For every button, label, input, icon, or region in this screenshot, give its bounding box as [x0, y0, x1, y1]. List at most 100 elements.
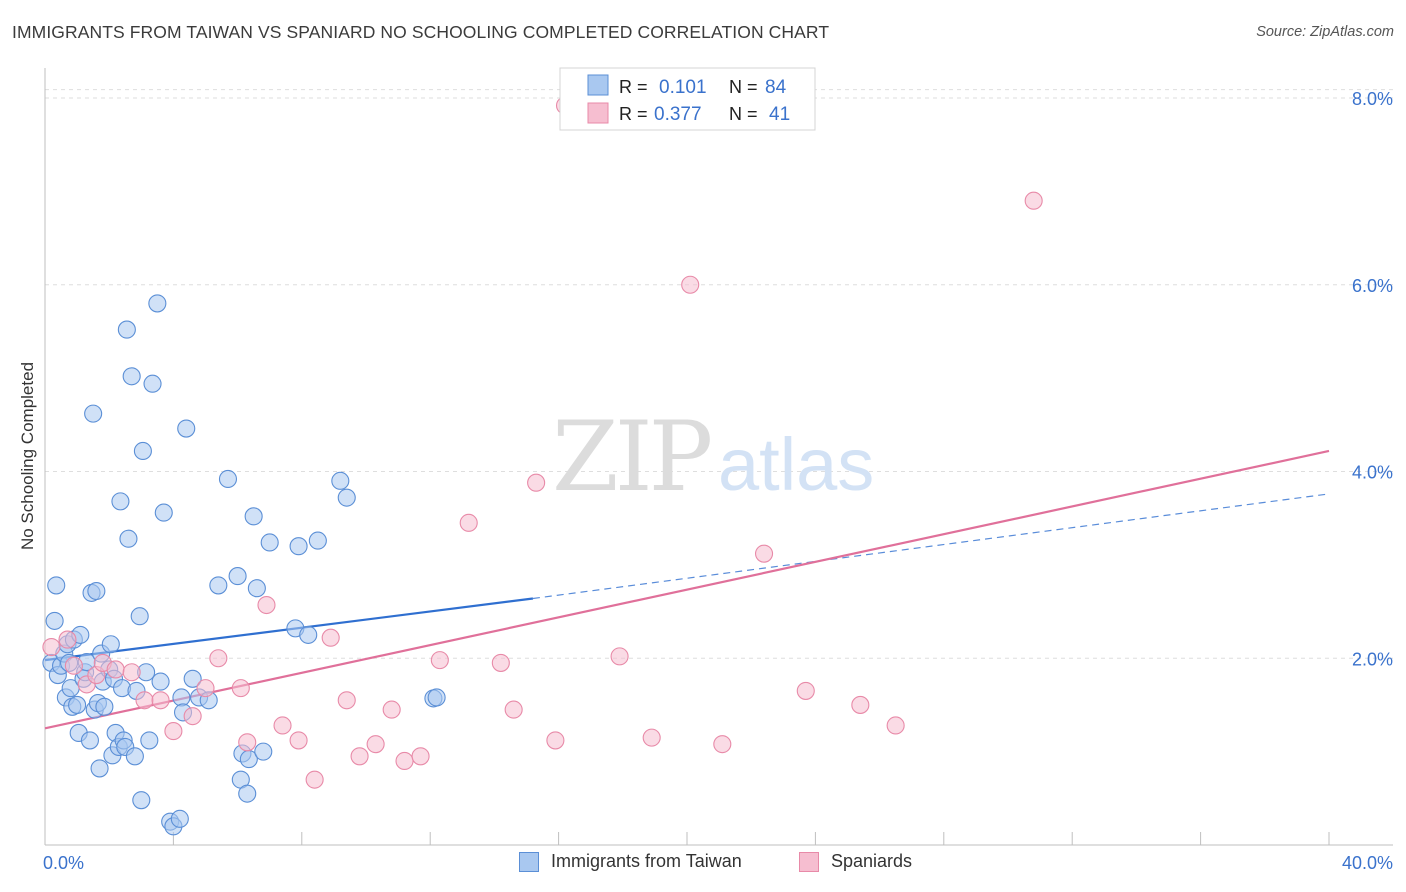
x-tick-marks [172, 832, 1330, 845]
legend-label-spaniards: Spaniards [831, 851, 913, 871]
spaniard-point [796, 681, 815, 700]
spaniard-point [209, 649, 228, 668]
legend-swatch-spaniard-bottom [799, 851, 819, 872]
spaniard-point [366, 735, 385, 754]
bottom-legend: Immigrants from Taiwan Spaniards [0, 851, 1406, 877]
taiwan-point [238, 784, 257, 803]
taiwan-point [183, 669, 202, 688]
spaniard-point [196, 679, 215, 698]
taiwan-point [299, 625, 318, 644]
taiwan-point [308, 531, 327, 550]
spaniard-point [504, 700, 523, 719]
trend-line-taiwan-dashed [532, 493, 1330, 600]
taiwan-point [130, 607, 149, 626]
taiwan-point [177, 419, 196, 438]
spaniard-point [164, 722, 183, 741]
spaniard-point [546, 731, 565, 750]
spaniard-point [135, 691, 154, 710]
taiwan-point [140, 731, 159, 750]
correlation-legend: R = 0.101 N = 84 R = 0.377 N = 41 [559, 67, 816, 131]
spaniard-point [321, 628, 340, 647]
taiwan-point [209, 576, 228, 595]
legend-r-label-spaniard: R = [619, 104, 648, 124]
spaniard-point [754, 544, 774, 563]
taiwan-point [111, 492, 130, 511]
legend-item-spaniards[interactable]: Spaniards [799, 851, 912, 872]
series-taiwan-points [42, 294, 446, 836]
spaniard-point [337, 691, 356, 710]
spaniard-point [491, 653, 510, 672]
taiwan-point [331, 471, 350, 490]
x-tick-label-min: 0.0% [43, 853, 84, 873]
taiwan-point [151, 672, 170, 691]
spaniard-point [122, 663, 141, 682]
spaniard-point [350, 747, 369, 766]
spaniard-point [459, 513, 478, 532]
taiwan-point [427, 688, 446, 707]
legend-swatch-spaniard [587, 102, 609, 124]
taiwan-point [101, 635, 120, 654]
legend-swatch-taiwan-bottom [519, 851, 539, 872]
taiwan-point [254, 742, 273, 761]
taiwan-point [125, 747, 144, 766]
spaniard-point [273, 716, 292, 735]
spaniard-point [106, 660, 125, 679]
taiwan-point [117, 320, 136, 339]
spaniard-point [238, 733, 257, 752]
taiwan-point [337, 488, 356, 507]
spaniard-point [642, 728, 661, 747]
taiwan-point [148, 294, 167, 313]
spaniard-point [713, 735, 732, 754]
taiwan-point [87, 581, 106, 601]
taiwan-point [170, 809, 189, 828]
taiwan-point [143, 374, 162, 393]
watermark-atlas: atlas [718, 423, 874, 506]
spaniard-point [527, 473, 546, 492]
spaniard-point [64, 656, 83, 675]
taiwan-point [95, 697, 114, 716]
spaniard-point [1024, 191, 1043, 210]
source-label: Source: ZipAtlas.com [1256, 24, 1394, 40]
spaniard-point [411, 747, 430, 766]
taiwan-point [80, 731, 99, 750]
taiwan-point [154, 503, 173, 522]
spaniard-point [231, 679, 250, 698]
grid-lines [45, 89, 1393, 659]
taiwan-point [260, 533, 279, 552]
y-tick-labels: 2.0% 4.0% 6.0% 8.0% [1352, 89, 1393, 669]
y-tick-label: 2.0% [1352, 649, 1393, 669]
taiwan-point [119, 529, 138, 548]
chart-title: IMMIGRANTS FROM TAIWAN VS SPANIARD NO SC… [12, 22, 830, 42]
legend-r-value-taiwan: 0.101 [659, 77, 707, 98]
taiwan-point [122, 367, 141, 386]
taiwan-point [218, 469, 238, 489]
legend-label-taiwan: Immigrants from Taiwan [551, 851, 742, 871]
taiwan-point [47, 576, 66, 595]
x-tick-label-max: 40.0% [1342, 853, 1393, 873]
spaniard-point [610, 647, 629, 666]
spaniard-point [58, 630, 77, 649]
spaniard-point [681, 275, 700, 294]
legend-item-taiwan[interactable]: Immigrants from Taiwan [519, 851, 742, 872]
spaniard-point [851, 695, 870, 714]
legend-n-label-taiwan: N = [729, 77, 758, 97]
y-tick-label: 6.0% [1352, 276, 1393, 296]
spaniard-point [183, 707, 202, 726]
taiwan-point [289, 537, 308, 556]
taiwan-point [84, 404, 103, 423]
spaniard-point [289, 731, 308, 750]
taiwan-point [228, 567, 247, 586]
legend-r-value-spaniard: 0.377 [654, 104, 702, 125]
taiwan-point [68, 695, 87, 714]
spaniard-point [151, 691, 170, 710]
taiwan-point [247, 579, 266, 598]
watermark-zip: ZIP [552, 401, 711, 513]
legend-n-value-taiwan: 84 [765, 77, 787, 98]
watermark: ZIP atlas [552, 401, 874, 513]
trend-line-spaniard [44, 449, 1330, 730]
taiwan-point [133, 441, 152, 461]
taiwan-point [132, 791, 151, 810]
axes [44, 68, 1393, 846]
spaniard-point [382, 700, 401, 719]
